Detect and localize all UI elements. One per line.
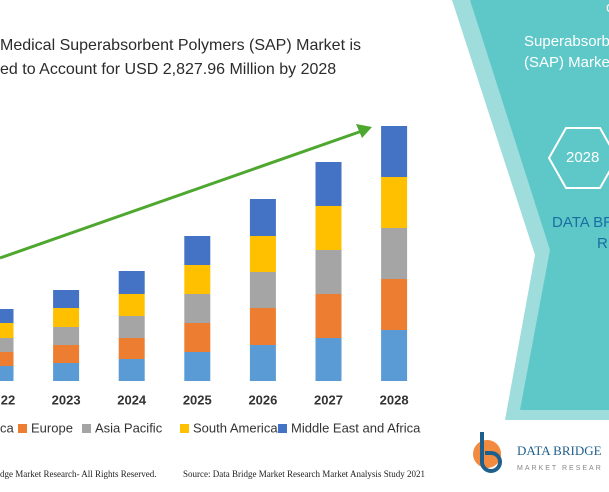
bar-segment [381, 228, 408, 279]
arrow-head [356, 124, 372, 138]
legend-label: Asia Pacific [95, 420, 163, 435]
legend-swatch [82, 424, 91, 433]
bar-segment [0, 338, 14, 352]
x-tick-label: 2023 [52, 392, 81, 407]
bar-segment [315, 294, 342, 338]
bar-segment [53, 345, 80, 363]
x-tick-label: 2027 [314, 392, 343, 407]
bar-segment [249, 345, 276, 381]
footer-rights: dge Market Research- All Rights Reserved… [0, 469, 156, 479]
bar-segment [249, 308, 276, 345]
panel-brand: R [597, 235, 608, 252]
bar-segment [0, 352, 14, 366]
bar-segment [381, 126, 408, 177]
trend-arrow [0, 129, 363, 260]
bar-segment [184, 236, 211, 265]
bar-segment [184, 352, 211, 381]
bar-segment [315, 338, 342, 381]
legend-swatch [278, 424, 287, 433]
bar-segment [315, 162, 342, 206]
side-panel-inner [470, 0, 609, 410]
bar-segment [118, 359, 145, 381]
bar-segment [118, 316, 145, 338]
bar-segment [0, 366, 14, 381]
panel-text: c [606, 0, 609, 16]
logo-icon [480, 432, 502, 473]
panel-text: Superabsorbent [524, 33, 609, 50]
bar-segment [315, 206, 342, 250]
bar-segment [249, 199, 276, 236]
chart-title: ed to Account for USD 2,827.96 Million b… [0, 61, 336, 78]
bar-segment [118, 294, 145, 316]
x-tick-label: 2025 [183, 392, 212, 407]
bar-segment [381, 279, 408, 330]
panel-text: (SAP) Marke [524, 54, 609, 71]
x-tick-label: 2028 [380, 392, 409, 407]
legend-label: South America [193, 420, 278, 435]
chart-title: Medical Superabsorbent Polymers (SAP) Ma… [0, 37, 361, 54]
bar-segment [53, 327, 80, 345]
bar-segment [53, 290, 80, 308]
logo-tag: MARKET RESEAR [517, 465, 603, 472]
bar-segment [249, 272, 276, 308]
legend-label: Middle East and Africa [291, 420, 421, 435]
legend-swatch [18, 424, 27, 433]
bar-segment [315, 250, 342, 294]
panel-brand: DATA BR [552, 214, 609, 231]
bar-segment [381, 177, 408, 228]
x-tick-label: 2024 [117, 392, 147, 407]
bar-segment [184, 323, 211, 352]
legend-label: Europe [31, 420, 73, 435]
bar-segment [0, 323, 14, 338]
footer-source: Source: Data Bridge Market Research Mark… [183, 469, 425, 479]
bar-segment [53, 308, 80, 327]
bar-segment [118, 338, 145, 359]
panel-year: 2028 [566, 149, 599, 166]
bar-segment [249, 236, 276, 272]
bar-segment [53, 363, 80, 381]
bar-segment [184, 294, 211, 323]
legend-label: ca [0, 420, 15, 435]
legend-swatch [180, 424, 189, 433]
bar-segment [184, 265, 211, 294]
x-tick-label: 2026 [248, 392, 277, 407]
x-tick-label: 22 [1, 392, 15, 407]
bar-segment [118, 271, 145, 294]
bar-segment [381, 330, 408, 381]
bar-segment [0, 309, 14, 323]
logo-name: DATA BRIDGE [517, 443, 602, 458]
hexagon [547, 127, 609, 189]
